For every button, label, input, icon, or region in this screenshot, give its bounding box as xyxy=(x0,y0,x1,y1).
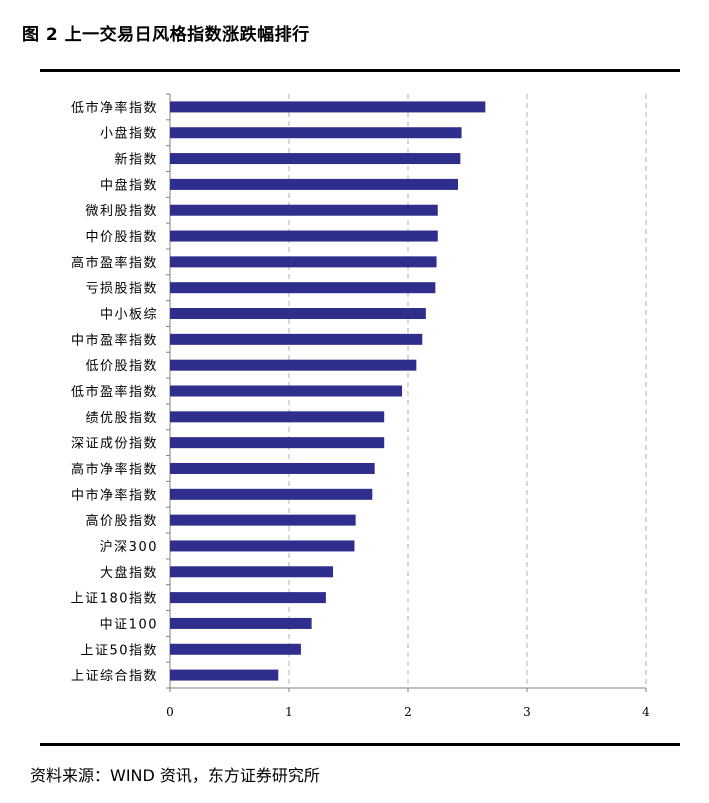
category-label: 中盘指数 xyxy=(100,177,158,193)
category-label: 上证180指数 xyxy=(71,592,158,607)
bar xyxy=(170,153,461,165)
category-label: 中证100 xyxy=(100,617,158,632)
bar xyxy=(170,204,438,216)
bar xyxy=(170,178,458,190)
category-label: 绩优股指数 xyxy=(85,411,158,426)
bar xyxy=(170,385,403,397)
figure-title: 图 2 上一交易日风格指数涨跌幅排行 xyxy=(22,25,310,45)
category-label: 中市净率指数 xyxy=(71,487,158,503)
bar xyxy=(170,333,423,345)
bar xyxy=(170,617,312,629)
category-label: 低价股指数 xyxy=(85,359,158,374)
bottom-rule xyxy=(40,743,680,746)
bar xyxy=(170,566,334,578)
category-label: 高市净率指数 xyxy=(71,461,158,477)
bar xyxy=(170,359,417,371)
bar xyxy=(170,462,375,474)
bar xyxy=(170,488,373,500)
bar xyxy=(170,127,462,139)
category-label: 高价股指数 xyxy=(85,513,158,529)
x-tick-label: 3 xyxy=(523,705,531,719)
x-tick-label: 0 xyxy=(166,705,174,719)
bar xyxy=(170,592,326,604)
bar xyxy=(170,282,436,294)
category-label: 微利股指数 xyxy=(85,204,158,219)
bar xyxy=(170,411,385,423)
category-label: 上证综合指数 xyxy=(71,669,158,684)
category-label: 高市盈率指数 xyxy=(71,255,158,271)
category-label: 上证50指数 xyxy=(80,643,158,658)
x-tick-label: 4 xyxy=(642,705,650,719)
category-label: 小盘指数 xyxy=(100,126,158,142)
bar xyxy=(170,540,355,552)
top-rule xyxy=(40,69,680,72)
x-tick-label: 2 xyxy=(404,705,412,719)
category-label: 中价股指数 xyxy=(85,230,158,245)
bar xyxy=(170,101,486,113)
category-label: 中小板综 xyxy=(100,308,158,323)
category-label: 低市净率指数 xyxy=(71,100,158,116)
bar xyxy=(170,669,279,681)
bar xyxy=(170,308,426,320)
x-tick-label: 1 xyxy=(285,705,293,719)
bar xyxy=(170,643,301,655)
category-label: 亏损股指数 xyxy=(85,282,158,297)
category-label: 大盘指数 xyxy=(100,565,158,581)
category-label: 深证成份指数 xyxy=(71,437,158,452)
category-label: 中市盈率指数 xyxy=(71,332,158,348)
bar xyxy=(170,514,356,526)
bar xyxy=(170,256,437,268)
bar xyxy=(170,437,385,449)
category-label: 低市盈率指数 xyxy=(71,384,158,400)
bar xyxy=(170,230,438,242)
source-note: 资料来源：WIND 资讯，东方证券研究所 xyxy=(30,766,320,785)
category-label: 沪深300 xyxy=(100,539,158,555)
category-label: 新指数 xyxy=(114,152,158,168)
